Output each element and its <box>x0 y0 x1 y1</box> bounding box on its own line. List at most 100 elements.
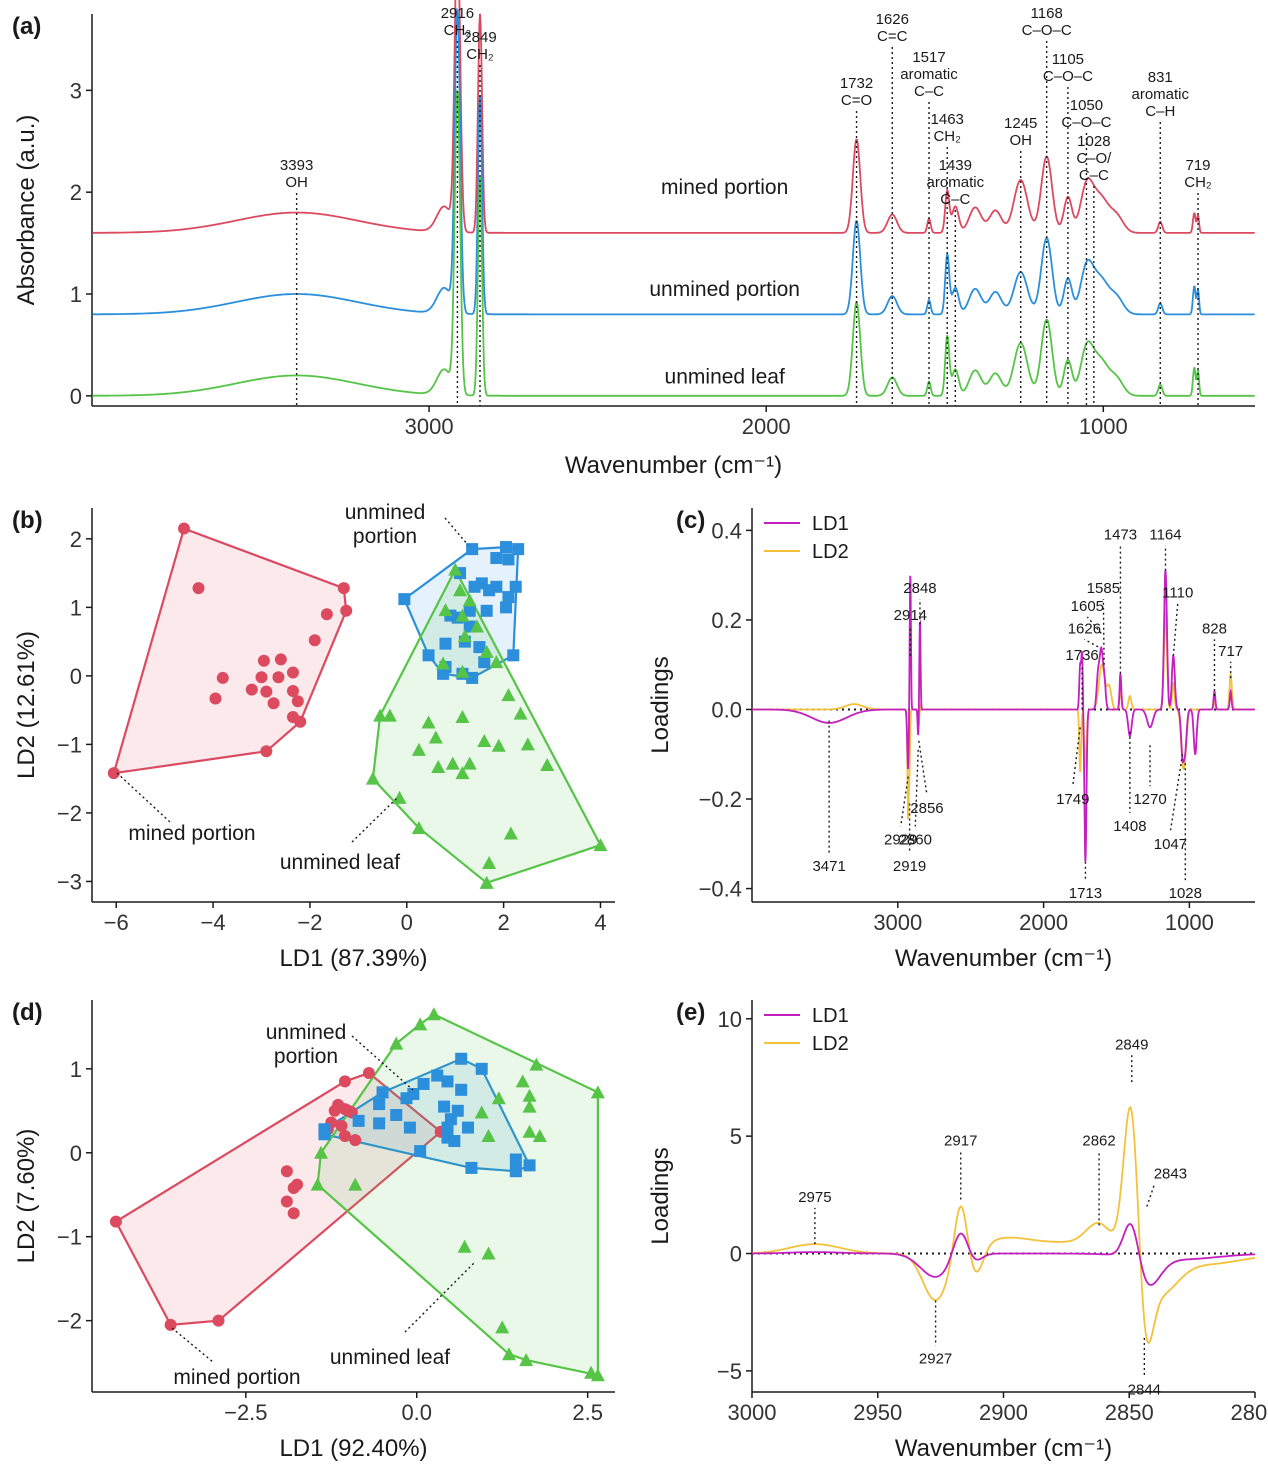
a-peak-annotation: C–H <box>1145 103 1175 120</box>
point-unmined-leaf <box>436 656 451 670</box>
e-x-axis-title: Wavenumber (cm⁻¹) <box>895 1435 1112 1462</box>
a-series-label: unmined portion <box>649 278 800 301</box>
point-mined-portion <box>107 767 120 780</box>
point-unmined-leaf <box>428 730 443 744</box>
point-unmined-leaf <box>448 562 463 576</box>
c-peak-label: 1605 <box>1071 598 1104 615</box>
a-x-axis-title: Wavenumber (cm⁻¹) <box>565 452 782 479</box>
point-mined-portion <box>209 692 222 705</box>
point-mined-portion <box>192 582 205 595</box>
panel-b-lda-scatter: (b) −6 −4 −2 0 2 4 −3 −2 −1 0 1 2 LD1 (87.39%) LD2 (12… <box>12 501 615 972</box>
c-peak-label: 1749 <box>1056 791 1089 808</box>
point-mined-portion <box>308 634 321 647</box>
point-unmined-leaf <box>455 766 470 780</box>
callout-line <box>404 1261 476 1333</box>
a-peak-annotation: 831 <box>1148 69 1173 86</box>
point-unmined-leaf <box>453 583 468 597</box>
e-x-tick-label: 3000 <box>728 1400 777 1425</box>
e-y-tick-label: 0 <box>730 1242 742 1267</box>
point-unmined-portion <box>455 1083 468 1096</box>
e-peak-label: 2975 <box>798 1189 831 1206</box>
point-unmined-leaf <box>593 838 608 852</box>
a-peak-annotation: 1626 <box>876 11 909 28</box>
point-unmined-portion <box>507 649 520 662</box>
point-unmined-portion <box>390 1108 403 1121</box>
point-unmined-portion <box>438 1100 451 1113</box>
a-peak-annotation: 2916 <box>441 5 474 22</box>
point-unmined-portion <box>455 1052 468 1065</box>
point-unmined-portion <box>480 604 493 617</box>
point-unmined-portion <box>490 552 503 565</box>
point-unmined-portion <box>400 1092 413 1105</box>
e-peak-marker <box>1146 1184 1156 1207</box>
group-callout-label: unmined leaf <box>280 851 400 874</box>
panel-label: (b) <box>12 507 43 534</box>
panelB-x-tick-label: −2 <box>297 910 322 935</box>
c-peak-label: 1028 <box>1169 885 1202 902</box>
e-peak-label: 2844 <box>1128 1381 1161 1398</box>
a-peak-annotation: 2849 <box>463 29 496 46</box>
c-peak-label: 2860 <box>899 831 932 848</box>
a-peak-annotation: C–C <box>914 83 944 100</box>
point-unmined-portion <box>463 604 476 617</box>
point-mined-portion <box>164 1318 177 1331</box>
point-unmined-portion <box>465 1161 478 1174</box>
point-unmined-leaf <box>348 1177 363 1191</box>
e-ld1-line <box>752 1223 1256 1286</box>
a-y-tick-label: 2 <box>70 180 82 205</box>
point-unmined-leaf <box>455 709 470 723</box>
point-unmined-portion <box>512 543 525 556</box>
point-unmined-portion <box>475 1062 488 1075</box>
a-peak-annotation: C–C <box>1079 167 1109 184</box>
point-unmined-portion <box>437 667 450 680</box>
point-mined-portion <box>245 683 258 696</box>
a-y-tick-label: 3 <box>70 78 82 103</box>
point-unmined-leaf <box>469 619 484 633</box>
c-x-axis-title: Wavenumber (cm⁻¹) <box>895 945 1112 972</box>
c-peak-label: 3471 <box>812 858 845 875</box>
point-mined-portion <box>216 671 229 684</box>
point-unmined-leaf <box>502 1347 517 1361</box>
point-unmined-leaf <box>365 771 380 785</box>
point-unmined-portion <box>376 1086 389 1099</box>
point-unmined-portion <box>403 1121 416 1134</box>
point-unmined-leaf <box>431 760 446 774</box>
e-peak-label: 2862 <box>1082 1133 1115 1150</box>
c-peak-marker <box>900 776 909 827</box>
point-unmined-leaf <box>501 688 516 702</box>
a-peak-annotation: 1028 <box>1077 133 1110 150</box>
c-legend-ld2: LD2 <box>812 541 849 563</box>
c-peak-label: 2848 <box>903 580 936 597</box>
a-peak-annotation: C–O–C <box>1043 68 1093 85</box>
a-x-tick-label: 2000 <box>742 414 791 439</box>
panelB-x-axis-title: LD1 (87.39%) <box>279 945 427 972</box>
c-peak-label: 828 <box>1202 620 1227 637</box>
a-peak-annotation: CH₂ <box>933 128 961 145</box>
point-unmined-portion <box>439 637 452 650</box>
point-unmined-portion <box>318 1128 331 1141</box>
a-series-line <box>92 88 1255 397</box>
point-unmined-leaf <box>522 1124 537 1138</box>
c-peak-label: 2914 <box>894 607 927 624</box>
a-peak-annotation: C=O <box>841 92 872 109</box>
point-unmined-portion <box>373 1098 386 1111</box>
panelD-y-axis-title: LD2 (7.60%) <box>13 1129 40 1264</box>
c-peak-label: 2919 <box>893 858 926 875</box>
point-unmined-leaf <box>411 742 426 756</box>
group-callout-label: portion <box>274 1045 338 1068</box>
panelD-x-tick-label: 0.0 <box>401 1400 432 1425</box>
callout-line <box>351 796 399 843</box>
point-unmined-portion <box>441 1121 454 1134</box>
panel-label: (d) <box>12 999 43 1026</box>
c-peak-label: 717 <box>1218 643 1243 660</box>
e-x-tick-label: 2900 <box>979 1400 1028 1425</box>
point-unmined-leaf <box>513 706 528 720</box>
point-mined-portion <box>338 1075 351 1088</box>
point-unmined-portion <box>422 649 435 662</box>
point-unmined-leaf <box>474 1105 489 1119</box>
a-y-tick-label: 0 <box>70 384 82 409</box>
e-y-tick-label: −5 <box>717 1359 742 1384</box>
panelB-y-axis-title: LD2 (12.61%) <box>13 631 40 779</box>
c-peak-marker <box>1084 638 1099 648</box>
point-unmined-portion <box>352 1114 365 1127</box>
